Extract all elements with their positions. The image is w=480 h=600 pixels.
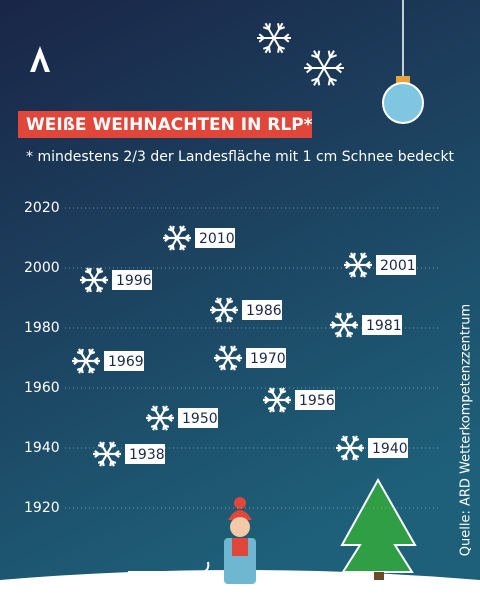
hat-bobble: [234, 497, 246, 509]
label-box: [246, 348, 286, 368]
decor-snowflake: [304, 50, 344, 86]
source: Quelle: ARD Wetterkompetenzzentrum: [459, 304, 474, 556]
y-tick-label: 2020: [24, 200, 60, 216]
sled: [128, 561, 210, 585]
label-box: [368, 438, 408, 458]
label-box: [125, 444, 165, 464]
y-tick-label: 2000: [24, 260, 60, 276]
y-tick-label: 1980: [24, 320, 60, 336]
label-box: [112, 270, 152, 290]
snowflake: [214, 345, 242, 371]
tree-trunk: [374, 572, 384, 580]
data-label: 1996: [116, 273, 152, 289]
data-label: 1950: [182, 411, 218, 427]
head: [230, 517, 250, 537]
label-box: [376, 255, 416, 275]
label-box: [104, 351, 144, 371]
data-label: 1956: [299, 393, 335, 409]
chart-title: WEIßE WEIHNACHTEN IN RLP*: [26, 115, 313, 135]
ornament-cap: [396, 76, 410, 84]
data-label: 1981: [366, 318, 402, 334]
logo: [30, 46, 50, 72]
scarf: [232, 538, 248, 556]
snowflake: [210, 297, 238, 323]
data-label: 2001: [380, 258, 416, 274]
data-label: 1938: [129, 447, 165, 463]
data-label: 1970: [250, 351, 286, 367]
snowflake: [263, 387, 291, 413]
y-tick-label: 1940: [24, 440, 60, 456]
snowflake: [330, 312, 358, 338]
snowflake: [336, 435, 364, 461]
label-box: [195, 228, 235, 248]
snowflake: [93, 441, 121, 467]
snowflake: [146, 405, 174, 431]
y-tick-label: 1920: [24, 500, 60, 516]
label-box: [242, 300, 282, 320]
label-box: [295, 390, 335, 410]
snowflake: [163, 225, 191, 251]
subtitle: * mindestens 2/3 der Landesfläche mit 1 …: [26, 149, 455, 165]
decor-snowflake: [257, 22, 291, 54]
data-label: 2010: [199, 231, 235, 247]
data-label: 1969: [108, 354, 144, 370]
label-box: [178, 408, 218, 428]
title-box: [18, 111, 312, 138]
y-tick-label: 1960: [24, 380, 60, 396]
hat: [228, 510, 252, 520]
snowflake: [344, 252, 372, 278]
ornament: [382, 82, 424, 124]
snow-ground: [0, 570, 480, 600]
snowflake: [80, 267, 108, 293]
data-label: 1986: [246, 303, 282, 319]
snowflake: [72, 348, 100, 374]
label-box: [362, 315, 402, 335]
data-label: 1940: [372, 441, 408, 457]
